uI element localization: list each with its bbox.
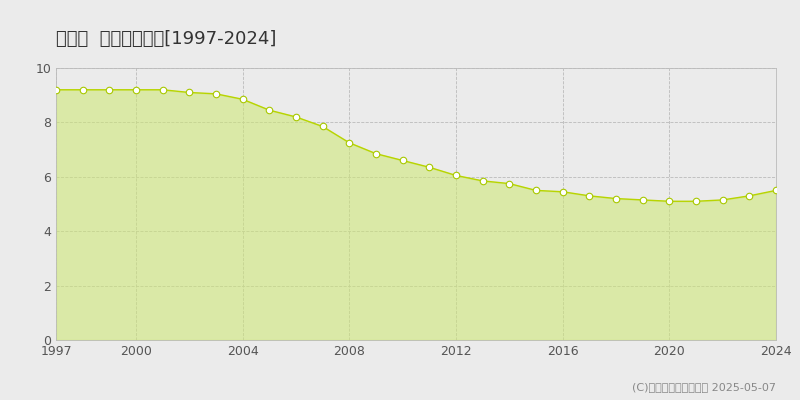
Point (716, 197, 729, 203)
Point (770, 187, 782, 194)
Point (50, 86, 62, 93)
Point (476, 178, 489, 184)
Point (503, 180, 516, 187)
Point (210, 91, 222, 97)
Point (263, 107, 276, 113)
Point (583, 193, 596, 199)
Point (370, 150, 382, 157)
Point (76, 86, 89, 93)
Point (450, 172, 462, 179)
Point (343, 140, 356, 146)
Point (610, 195, 622, 202)
Point (236, 96, 249, 102)
Point (130, 86, 142, 93)
Point (530, 187, 542, 194)
Point (690, 198, 702, 204)
Point (183, 89, 196, 96)
Point (636, 197, 649, 203)
Point (396, 157, 409, 164)
Point (290, 114, 302, 120)
Point (423, 164, 436, 170)
Text: 桂川町  基準地価推移[1997-2024]: 桂川町 基準地価推移[1997-2024] (56, 30, 276, 48)
Text: (C)土地価格ドットコム 2025-05-07: (C)土地価格ドットコム 2025-05-07 (632, 382, 776, 392)
Point (316, 123, 329, 130)
Point (156, 86, 169, 93)
Point (103, 86, 116, 93)
Point (556, 188, 569, 195)
Point (663, 198, 676, 204)
Point (743, 193, 756, 199)
